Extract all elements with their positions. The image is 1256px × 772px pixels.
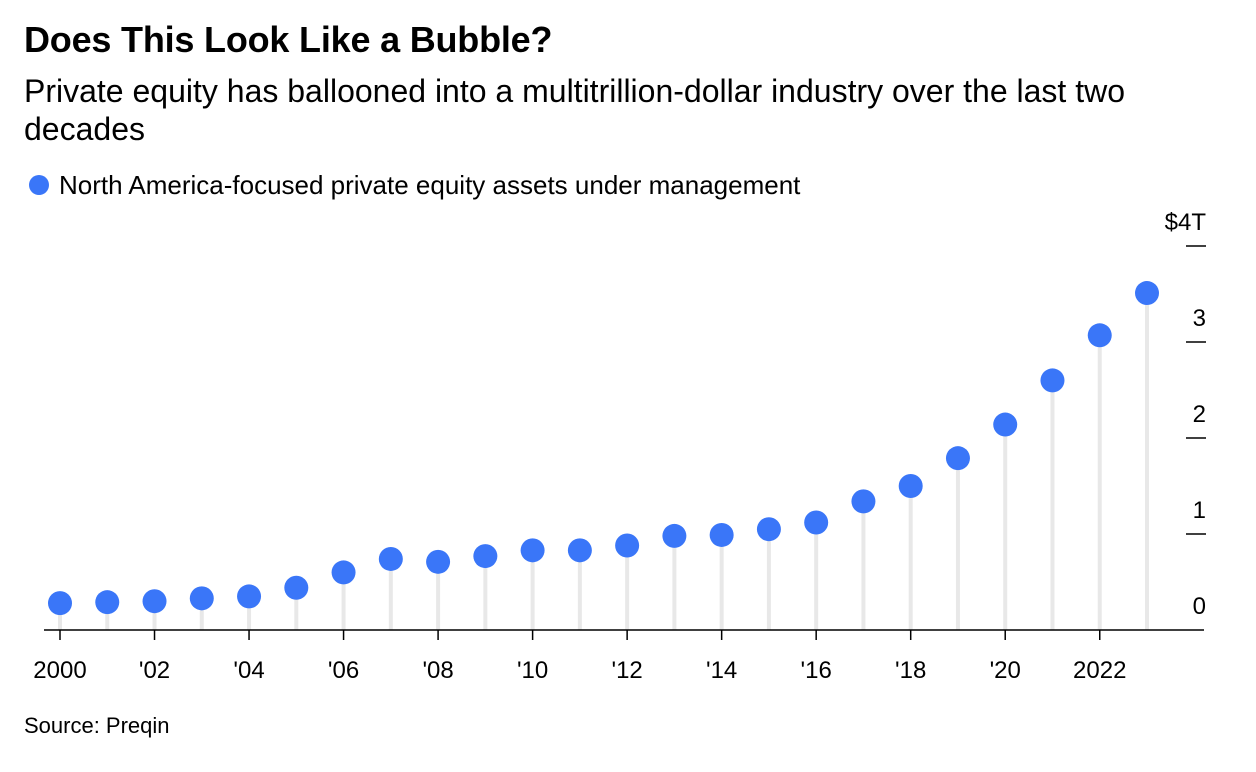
- data-point: [851, 489, 876, 514]
- data-point: [662, 523, 687, 548]
- x-tick-label: '14: [706, 657, 737, 684]
- data-point: [48, 591, 72, 616]
- x-tick-label: '08: [422, 657, 453, 684]
- x-tick-label: '20: [990, 657, 1021, 684]
- data-point: [898, 474, 923, 498]
- x-tick-label: '12: [611, 657, 642, 684]
- data-point: [142, 589, 167, 614]
- data-point: [804, 510, 829, 535]
- x-tick-label: '18: [895, 657, 926, 684]
- legend: North America-focused private equity ass…: [24, 168, 800, 202]
- x-tick-label: '10: [517, 657, 548, 684]
- data-point: [615, 533, 640, 558]
- source-note: Source: Preqin: [24, 713, 170, 738]
- legend-swatch-dot: [29, 175, 49, 195]
- data-point: [709, 522, 734, 547]
- x-tick-label: 2000: [33, 657, 86, 684]
- data-point: [1040, 368, 1065, 393]
- x-tick-label: '02: [139, 657, 170, 684]
- data-point: [378, 546, 403, 571]
- data-point: [756, 517, 781, 542]
- legend-label: North America-focused private equity ass…: [59, 170, 801, 200]
- data-point: [993, 412, 1018, 437]
- x-tick-label: '04: [233, 657, 264, 684]
- data-point: [945, 446, 970, 471]
- data-point: [1135, 281, 1159, 306]
- data-point: [426, 549, 451, 574]
- y-tick-label: 0: [1193, 593, 1206, 620]
- chart-title: Does This Look Like a Bubble?: [24, 19, 553, 60]
- data-point: [237, 584, 262, 609]
- data-point: [520, 538, 545, 563]
- data-point: [331, 560, 356, 585]
- data-point: [189, 586, 214, 611]
- x-tick-label: 2022: [1073, 657, 1126, 684]
- x-tick-label: '06: [328, 657, 359, 684]
- x-tick-label: '16: [801, 657, 832, 684]
- data-point: [284, 575, 309, 600]
- data-point: [1087, 323, 1112, 348]
- data-point: [473, 544, 498, 569]
- data-point: [95, 590, 120, 615]
- y-tick-label: 1: [1193, 497, 1206, 524]
- y-tick-label: 2: [1193, 401, 1206, 428]
- data-point: [567, 538, 592, 563]
- y-tick-label: $4T: [1165, 209, 1207, 236]
- y-tick-label: 3: [1193, 305, 1206, 332]
- chart-subtitle: Private equity has ballooned into a mult…: [24, 73, 1125, 147]
